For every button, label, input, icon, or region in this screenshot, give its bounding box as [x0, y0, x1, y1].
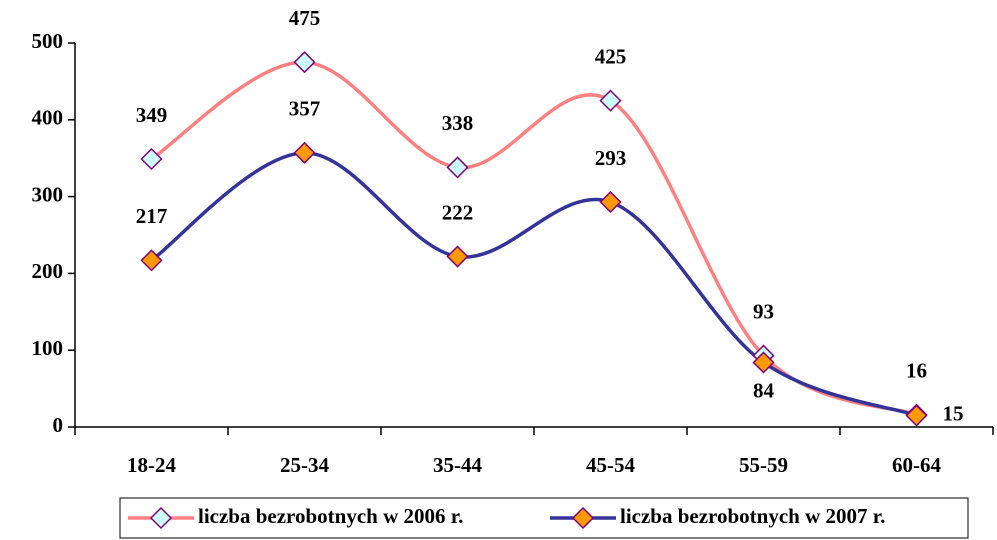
y-tick-label: 200: [32, 259, 64, 283]
marker: [140, 249, 163, 272]
data-label: 93: [753, 299, 774, 323]
data-label: 16: [906, 359, 927, 383]
legend-marker: [571, 506, 595, 530]
legend-marker: [149, 506, 173, 530]
y-tick-label: 300: [32, 182, 64, 206]
y-tick-label: 0: [53, 413, 64, 437]
x-tick-label: 18-24: [127, 453, 176, 477]
marker: [293, 51, 316, 74]
legend-label: liczba bezrobotnych w 2006 r.: [198, 504, 463, 528]
legend-box: [119, 497, 969, 539]
y-tick-label: 500: [32, 29, 64, 53]
marker: [140, 147, 163, 171]
y-tick-label: 100: [32, 336, 64, 360]
marker: [293, 141, 316, 164]
legend-label: liczba bezrobotnych w 2007 r.: [620, 504, 885, 528]
marker: [905, 404, 928, 427]
x-tick-label: 25-34: [280, 453, 329, 477]
data-label: 84: [753, 378, 775, 402]
series-line: [150, 151, 918, 418]
marker: [599, 190, 622, 214]
data-label: 15: [943, 401, 964, 425]
data-label: 425: [595, 44, 627, 68]
data-label: 349: [136, 103, 168, 127]
y-tick-label: 400: [32, 106, 64, 130]
x-tick-label: 55-59: [739, 453, 788, 477]
marker: [446, 245, 469, 268]
series-line: [150, 60, 918, 417]
data-label: 217: [136, 204, 168, 228]
data-label: 222: [442, 200, 474, 224]
data-label: 293: [595, 146, 627, 170]
marker: [446, 156, 469, 179]
x-tick-label: 45-54: [586, 453, 635, 477]
x-tick-label: 35-44: [433, 453, 482, 477]
marker: [752, 351, 775, 374]
data-label: 475: [289, 6, 321, 30]
x-tick-label: 60-64: [892, 453, 941, 477]
data-label: 357: [289, 97, 321, 121]
marker: [599, 89, 622, 112]
data-label: 338: [442, 111, 474, 135]
